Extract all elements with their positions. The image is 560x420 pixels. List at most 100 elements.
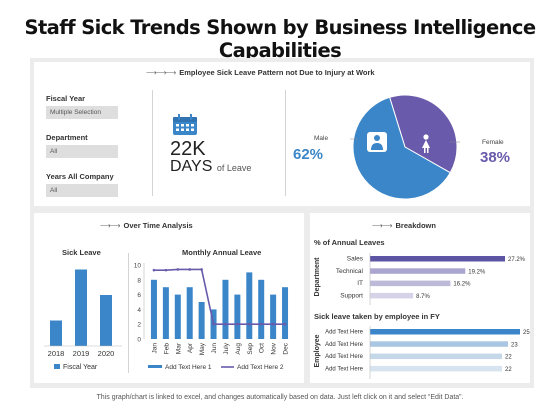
employee-bar [370, 353, 502, 360]
department-value-label: 8.7% [416, 294, 430, 300]
monthly-line-point [176, 268, 180, 271]
breakdown-charts: Department Employee Sales 27.2% Technical 19.… [314, 253, 530, 379]
kpi-unit: DAYS of Leave [170, 158, 251, 176]
sick-leave-tick-label: 2018 [48, 349, 65, 358]
male-user-icon [367, 132, 387, 152]
employee-bar [370, 329, 520, 335]
monthly-x-tick: Apr [187, 342, 194, 353]
sick-leave-tick-label: 2019 [73, 349, 90, 358]
department-value-label: 19.2% [468, 269, 486, 275]
heading-text: Breakdown [395, 221, 436, 230]
employee-sick-leave-panel: ⟶⟶⟶ Employee Sick Leave Pattern not Due t… [34, 62, 530, 206]
monthly-line-point [271, 322, 275, 326]
monthly-line-point [200, 268, 203, 271]
monthly-annual-leave-title: Monthly Annual Leave [182, 248, 262, 257]
legend-swatch-bar [148, 365, 162, 368]
female-percentage: 38% [480, 149, 511, 166]
over-time-heading: ⟶⟶ Over Time Analysis [100, 221, 193, 230]
employee-value-label: 25 [523, 330, 530, 336]
divider [285, 90, 286, 196]
male-percentage: 62% [293, 146, 324, 163]
arrow-icon: ⟶⟶ [100, 221, 120, 230]
department-category-label: Sales [347, 256, 364, 263]
employee-sick-leave-heading: ⟶⟶⟶ Employee Sick Leave Pattern not Due t… [146, 68, 375, 77]
male-label: Male [314, 135, 329, 142]
pie-slice-female [389, 94, 458, 174]
monthly-bar-Oct [258, 279, 265, 339]
breakdown-heading: ⟶⟶ Breakdown [372, 221, 436, 230]
monthly-bar-Dec [282, 287, 289, 339]
monthly-line-point [164, 268, 168, 272]
monthly-y-tick: 0 [137, 337, 141, 344]
monthly-y-tick: 10 [134, 263, 142, 270]
monthly-bar-Sep [246, 272, 253, 339]
monthly-line-point [224, 322, 227, 326]
sick-leave-bar-2018 [50, 320, 62, 346]
monthly-line-point [236, 322, 239, 326]
department-bar-it [370, 280, 451, 287]
monthly-x-tick: Aug [235, 343, 242, 355]
filter-label-department: Department [46, 133, 88, 142]
monthly-bar-Aug [234, 294, 241, 339]
monthly-x-tick: Jan [151, 343, 158, 354]
monthly-x-tick: Feb [163, 343, 170, 355]
employee-bar [370, 365, 502, 372]
monthly-bar-Apr [186, 287, 193, 339]
monthly-x-tick: Sep [247, 343, 254, 355]
employee-bar [370, 341, 508, 347]
female-user-icon [422, 134, 430, 153]
filter-label-years: Years All Company [46, 172, 114, 181]
department-bar-sales [370, 256, 505, 262]
page-title: Staff Sick Trends Shown by Business Inte… [24, 16, 537, 62]
monthly-x-tick: Oct [259, 343, 266, 353]
sick-leave-tick-label: 2020 [98, 349, 115, 358]
department-value-label: 27.2% [508, 257, 526, 263]
monthly-line-point [212, 322, 215, 326]
monthly-legend-line: Add Text Here 2 [237, 364, 284, 371]
sick-leave-bar-2019 [75, 269, 87, 346]
monthly-x-tick: July [223, 342, 230, 354]
monthly-line-point [247, 322, 251, 326]
heading-text: Over Time Analysis [123, 221, 193, 230]
department-bar-support [370, 292, 414, 299]
monthly-line-point [259, 322, 263, 326]
employee-category-label: Add Text Here [325, 342, 364, 348]
sick-leave-legend: Fiscal Year [63, 364, 98, 371]
department-category-label: Support [340, 292, 363, 299]
employee-value-label: 22 [505, 367, 512, 373]
female-label: Female [482, 139, 504, 146]
monthly-bar-May [198, 302, 205, 339]
monthly-bar-Jan [150, 279, 157, 339]
department-category-label: IT [357, 280, 363, 287]
filter-label-fiscal-year: Fiscal Year [46, 94, 86, 103]
monthly-line-point [152, 268, 156, 272]
monthly-x-tick: Mar [175, 342, 182, 354]
fiscal-year-filter[interactable]: Multiple Selection [46, 106, 118, 119]
pie-slice-male [352, 96, 451, 200]
divider [128, 253, 129, 373]
kpi-value: 22K [170, 138, 206, 160]
sick-leave-fy-title: Sick leave taken by employee in FY [314, 312, 440, 321]
department-axis-label: Department [314, 257, 321, 297]
years-all-company-filter[interactable]: All [46, 184, 118, 197]
employee-axis-label: Employee [314, 334, 321, 367]
monthly-bar-July [222, 279, 229, 339]
annual-leaves-title: % of Annual Leaves [314, 238, 385, 247]
monthly-bar-Mar [174, 294, 181, 339]
department-filter[interactable]: All [46, 145, 118, 158]
breakdown-panel: ⟶⟶ Breakdown % of Annual Leaves Sick leav… [310, 213, 530, 383]
department-value-label: 16.2% [453, 282, 471, 288]
monthly-bar-Feb [162, 287, 169, 339]
kpi-unit-text: DAYS [170, 158, 213, 175]
department-category-label: Technical [336, 268, 364, 275]
legend-swatch [54, 364, 60, 369]
monthly-x-tick: Jun [211, 343, 218, 354]
arrow-icon: ⟶⟶ [372, 221, 392, 230]
employee-category-label: Add Text Here [325, 354, 364, 360]
sick-leave-bar-2020 [100, 295, 112, 346]
heading-text: Employee Sick Leave Pattern not Due to I… [179, 68, 375, 77]
employee-value-label: 22 [505, 355, 512, 361]
calendar-icon [173, 114, 197, 135]
employee-category-label: Add Text Here [325, 330, 364, 336]
